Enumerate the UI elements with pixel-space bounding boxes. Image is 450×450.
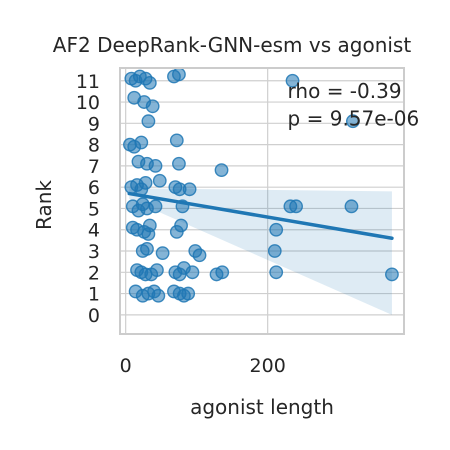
data-point bbox=[344, 199, 359, 214]
data-point bbox=[181, 286, 196, 301]
data-point bbox=[214, 163, 229, 178]
data-point bbox=[345, 114, 360, 129]
y-tick-label: 9 bbox=[88, 113, 100, 135]
x-tick-label: 0 bbox=[120, 355, 132, 377]
data-point bbox=[215, 265, 230, 280]
data-point bbox=[155, 246, 170, 261]
plot-border bbox=[119, 67, 405, 335]
x-axis-label: agonist length bbox=[190, 395, 334, 419]
y-axis-label: Rank bbox=[32, 180, 56, 230]
data-point bbox=[141, 114, 156, 129]
data-point bbox=[134, 135, 149, 150]
y-tick-label: 10 bbox=[76, 92, 100, 114]
regression-line bbox=[127, 191, 394, 240]
data-point bbox=[285, 73, 300, 88]
data-point bbox=[385, 267, 399, 282]
annotations: rho = -0.39 p = 9.57e-06 bbox=[288, 79, 420, 131]
data-point bbox=[140, 241, 154, 256]
data-point bbox=[142, 218, 157, 233]
data-point bbox=[148, 158, 163, 173]
data-point bbox=[289, 199, 303, 214]
data-point bbox=[269, 222, 284, 237]
y-tick-label: 7 bbox=[88, 156, 100, 178]
data-point bbox=[182, 182, 197, 197]
data-point bbox=[151, 288, 166, 303]
data-point bbox=[138, 176, 153, 190]
data-point bbox=[192, 248, 207, 263]
y-tick-label: 2 bbox=[88, 262, 100, 284]
data-point bbox=[267, 244, 282, 258]
plot-area bbox=[119, 67, 405, 335]
confidence-band bbox=[129, 188, 392, 315]
data-point bbox=[172, 67, 186, 82]
data-point bbox=[269, 265, 284, 280]
y-tick-label: 6 bbox=[88, 177, 100, 199]
y-tick-label: 4 bbox=[88, 220, 100, 242]
y-tick-label: 0 bbox=[88, 305, 100, 327]
data-point bbox=[142, 75, 157, 90]
data-point bbox=[150, 263, 164, 278]
data-point bbox=[145, 99, 160, 114]
data-point bbox=[172, 156, 186, 171]
y-tick-label: 11 bbox=[76, 71, 100, 93]
scatter-points bbox=[123, 67, 399, 303]
data-point bbox=[185, 265, 200, 280]
y-tick-label: 8 bbox=[88, 135, 100, 157]
grid bbox=[120, 68, 404, 334]
annotation-text: rho = -0.39 bbox=[288, 79, 402, 103]
y-tick-label: 5 bbox=[88, 198, 100, 220]
y-tick-label: 3 bbox=[88, 241, 100, 263]
annotation-text: p = 9.57e-06 bbox=[288, 106, 420, 130]
x-tick-label: 200 bbox=[250, 355, 286, 377]
data-point bbox=[152, 173, 167, 188]
data-point bbox=[148, 199, 163, 214]
data-point bbox=[174, 218, 188, 233]
x-axis-ticks: 0 200 bbox=[120, 355, 286, 377]
data-point bbox=[169, 133, 184, 148]
chart-title: AF2 DeepRank-GNN-esm vs agonist bbox=[53, 33, 412, 57]
y-tick-label: 1 bbox=[88, 284, 100, 306]
